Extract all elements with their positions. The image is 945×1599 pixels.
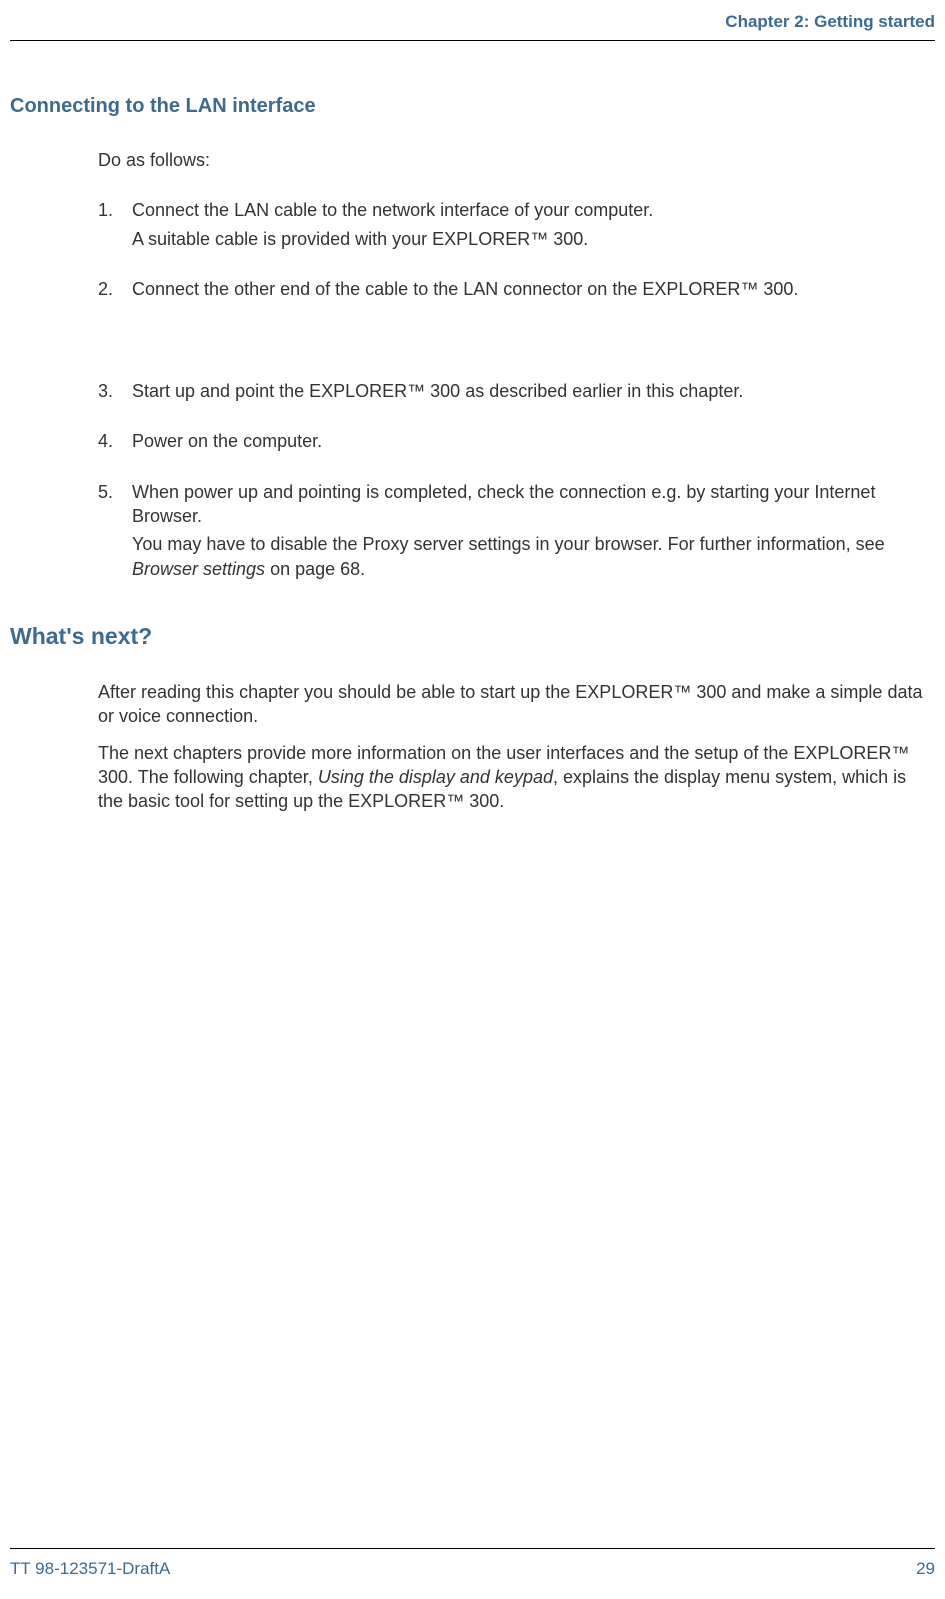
- step-item: Power on the computer.: [98, 429, 930, 453]
- step-main-text: Start up and point the EXPLORER™ 300 as …: [132, 381, 743, 401]
- step-sub-italic: Browser settings: [132, 559, 265, 579]
- doc-id: TT 98-123571-DraftA: [10, 1559, 170, 1579]
- page-number: 29: [916, 1559, 935, 1579]
- steps-list: Connect the LAN cable to the network int…: [98, 198, 930, 581]
- page-header: Chapter 2: Getting started: [10, 0, 935, 41]
- step-sub-suffix: on page 68.: [265, 559, 365, 579]
- page-footer: TT 98-123571-DraftA 29: [10, 1548, 935, 1599]
- step-sub-prefix: You may have to disable the Proxy server…: [132, 534, 885, 554]
- step-main-text: When power up and pointing is completed,…: [132, 482, 875, 526]
- step-item: Connect the LAN cable to the network int…: [98, 198, 930, 251]
- section-heading-whats-next: What's next?: [10, 623, 935, 650]
- step-main-text: Connect the other end of the cable to th…: [132, 279, 798, 299]
- para2-italic: Using the display and keypad: [318, 767, 553, 787]
- page-container: Chapter 2: Getting started Connecting to…: [0, 0, 945, 1599]
- whats-next-para2: The next chapters provide more informati…: [98, 741, 930, 814]
- step-item: When power up and pointing is completed,…: [98, 480, 930, 581]
- section-heading-lan: Connecting to the LAN interface: [10, 95, 935, 118]
- step-main-text: Power on the computer.: [132, 431, 322, 451]
- step-main-text: Connect the LAN cable to the network int…: [132, 200, 653, 220]
- step-item: Connect the other end of the cable to th…: [98, 277, 930, 301]
- step-sub-text: You may have to disable the Proxy server…: [132, 532, 930, 581]
- whats-next-para1: After reading this chapter you should be…: [98, 680, 930, 729]
- page-content: Connecting to the LAN interface Do as fo…: [10, 41, 935, 1548]
- intro-text: Do as follows:: [98, 148, 930, 172]
- chapter-title: Chapter 2: Getting started: [725, 12, 935, 31]
- step-sub-text: A suitable cable is provided with your E…: [132, 227, 930, 251]
- step-item: Start up and point the EXPLORER™ 300 as …: [98, 379, 930, 403]
